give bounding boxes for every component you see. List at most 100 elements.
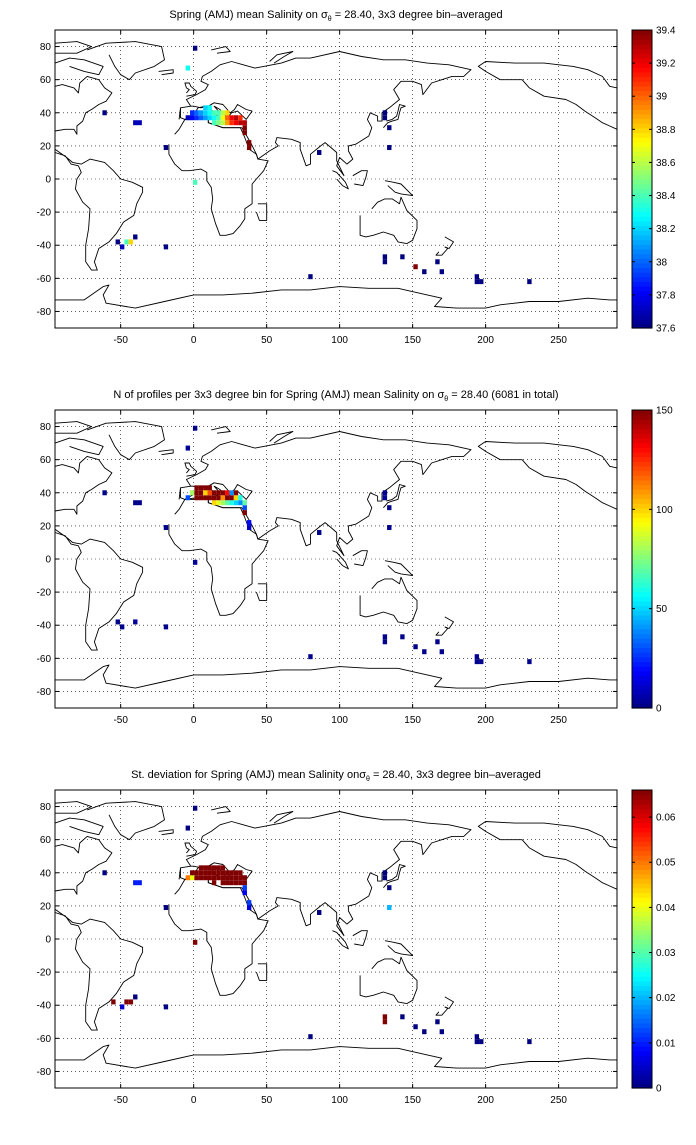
x-tick-label: 100 <box>331 715 348 726</box>
data-cell <box>527 1039 532 1045</box>
data-cell <box>229 500 234 506</box>
coastline-africa <box>168 497 269 616</box>
colorbar-step <box>632 1064 652 1070</box>
data-cells <box>102 425 532 665</box>
colorbar-step <box>632 680 652 686</box>
data-cell <box>317 150 322 155</box>
colorbar-tick-label: 0.06 <box>656 813 676 824</box>
coastline-madagascar <box>255 203 268 221</box>
colorbar-step <box>632 30 652 36</box>
data-cell <box>102 110 107 116</box>
data-cell <box>246 525 252 531</box>
data-cell <box>382 490 388 496</box>
data-cell <box>192 425 198 431</box>
y-tick-label: -80 <box>37 687 52 698</box>
colorbar-step <box>632 545 652 551</box>
colorbar-step <box>632 855 652 861</box>
colorbar-step <box>632 437 652 444</box>
colorbar-step <box>632 318 652 324</box>
colorbar-step <box>632 225 652 231</box>
data-cell <box>194 110 199 116</box>
colorbar-step <box>632 554 652 560</box>
colorbar-step <box>632 489 652 495</box>
data-cell <box>211 120 217 126</box>
x-tick-label: 0 <box>191 715 197 726</box>
data-cell <box>207 495 212 501</box>
colorbar-step <box>632 803 652 810</box>
colorbar-step <box>632 540 652 546</box>
y-tick-label: -60 <box>37 274 52 285</box>
colorbar-step <box>632 559 652 565</box>
data-cell <box>225 870 230 876</box>
data-cell <box>479 1039 484 1045</box>
data-cells <box>102 45 532 285</box>
colorbar-tick-label: 0 <box>656 1084 662 1095</box>
colorbar-step <box>632 137 652 143</box>
data-cell <box>190 490 195 496</box>
data-cell <box>382 110 388 116</box>
colorbar-step <box>632 670 652 677</box>
x-tick-label: 250 <box>550 715 567 726</box>
coastline-japan <box>383 864 406 888</box>
colorbar-step <box>632 442 652 448</box>
data-cell <box>225 875 230 881</box>
colorbar-frame <box>631 409 653 709</box>
coastline-arctic-islands-a <box>54 57 104 76</box>
colorbar-step <box>632 309 652 315</box>
data-cell <box>133 880 138 886</box>
colorbar-step <box>632 911 652 917</box>
data-cell <box>216 875 221 881</box>
data-cell <box>233 120 239 126</box>
colorbar-step <box>632 43 652 50</box>
colorbar-step <box>632 206 652 213</box>
coastline-uk <box>184 462 198 477</box>
data-cell <box>422 1029 427 1035</box>
colorbar-step <box>632 929 652 935</box>
data-cell <box>382 875 388 881</box>
colorbar-step <box>632 864 652 870</box>
colorbar-step <box>632 794 652 800</box>
colorbar-step <box>632 253 652 259</box>
x-tick-label: 200 <box>477 1095 494 1106</box>
coastline-central-south-america <box>54 528 144 651</box>
colorbar-step <box>632 300 652 306</box>
chart-panel-1: -50 0 50 100 150 200 250 -80 -60 -40 -20 0 20 40 60 80 S… <box>37 9 676 346</box>
colorbar-step <box>632 976 652 982</box>
data-cell <box>203 485 208 491</box>
coastline-sumatra <box>332 170 349 190</box>
data-cell <box>233 875 239 881</box>
colorbar-step <box>632 689 652 695</box>
colorbar: 0 0.01 0.02 0.03 0.04 0.05 0.06 <box>631 789 676 1095</box>
data-cell <box>194 115 199 121</box>
data-cell <box>185 115 191 121</box>
data-cell <box>413 1024 418 1030</box>
title-subscript: θ <box>444 396 448 403</box>
data-cell <box>124 999 129 1005</box>
coastline-arctic-islands-a <box>54 437 104 456</box>
data-cell <box>220 870 226 876</box>
data-cell <box>382 495 388 501</box>
data-cell <box>435 1019 440 1025</box>
data-cell <box>382 254 388 260</box>
colorbar-step <box>632 638 652 644</box>
chart-panel-3: -50 0 50 100 150 200 250 -80 -60 -40 -20 0 20 40 60 80 S… <box>37 769 676 1106</box>
data-cell <box>211 880 217 886</box>
colorbar-step <box>632 71 652 78</box>
colorbar: 37.6 37.8 38 38.2 38.4 38.6 38.8 39 39.2 39.4 <box>631 26 676 335</box>
data-cell <box>211 490 217 496</box>
data-cell <box>220 115 226 121</box>
coastline-canada-west <box>477 441 618 469</box>
colorbar-step <box>632 836 652 842</box>
x-tick-label: 50 <box>261 1095 273 1106</box>
colorbar-step <box>632 99 652 106</box>
colorbar-step <box>632 957 652 963</box>
x-tick-label: 200 <box>477 715 494 726</box>
data-cell <box>229 120 234 126</box>
data-cell <box>435 639 440 645</box>
colorbar-step <box>632 267 652 273</box>
data-cell <box>128 999 134 1005</box>
data-cell <box>238 880 243 886</box>
data-cell <box>207 115 212 121</box>
coastline-north-america-pacific <box>529 847 618 890</box>
data-cell <box>192 179 198 185</box>
